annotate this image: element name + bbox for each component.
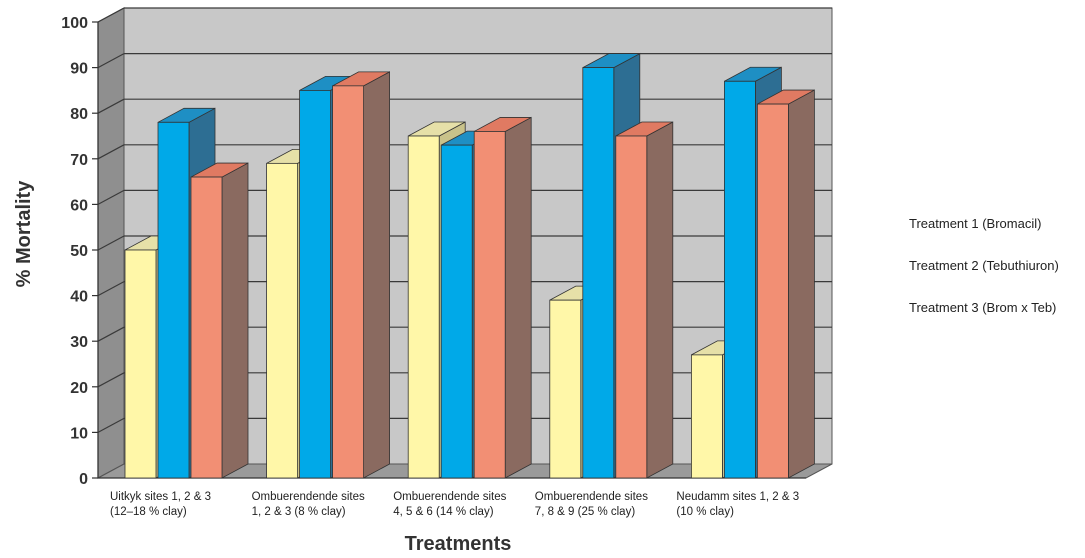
bar-front [190,176,223,479]
x-category-label-line: (12–18 % clay) [110,506,187,518]
bar [473,116,532,479]
bar-front [440,144,473,479]
bar-front [332,85,365,479]
y-tick-label: 70 [70,152,88,169]
y-tick-label: 30 [70,334,88,351]
gridline-side [97,326,125,342]
x-category-label-line: 4, 5 & 6 (14 % clay) [393,506,494,518]
x-category-label: Uitkyk sites 1, 2 & 3 (12–18 % clay) [110,491,211,518]
bar-front [299,90,332,479]
bars-group [124,52,815,479]
gridline-side [97,189,125,205]
gridline-side [97,281,125,297]
bar-group [407,116,532,479]
bar-group [549,52,674,479]
x-category-label: Ombuerendende sites 1, 2 & 3 (8 % clay) [252,491,365,518]
x-category-label-line: Ombuerendende sites [393,491,506,503]
bar-side [504,116,532,479]
x-category-label-line: (10 % clay) [676,506,734,518]
y-tick-label: 80 [70,106,88,123]
x-category-label-line: 7, 8 & 9 (25 % clay) [535,506,636,518]
gridline-side [97,372,125,388]
bar [615,121,674,479]
bar-front [757,103,789,479]
y-tick-label: 100 [61,15,88,32]
y-tick-label: 40 [70,289,88,306]
gridline-side [97,144,125,160]
y-tick-labels: 0 10 20 30 40 50 60 70 80 90 100 [61,15,88,488]
y-tick-label: 50 [70,243,88,260]
bar-front [549,299,582,479]
gridline-side [97,98,125,114]
bar-group [266,71,391,479]
bar-front [724,80,756,479]
y-axis-title: % Mortality [13,180,35,288]
bar-group [691,66,815,479]
x-category-label-line: Uitkyk sites 1, 2 & 3 [110,491,211,503]
y-tick-label: 0 [79,471,88,488]
bar-front [266,162,299,479]
x-category-label-line: Neudamm sites 1, 2 & 3 [676,491,799,503]
legend: Treatment 1 (Bromacil) Treatment 2 (Tebut… [909,216,1059,315]
y-tick-label: 10 [70,425,88,442]
bar-front [615,135,648,479]
bar-front [407,135,440,479]
y-tick-label: 20 [70,380,88,397]
x-category-label-line: 1, 2 & 3 (8 % clay) [252,506,346,518]
gridline-side [97,417,125,433]
x-category-label-line: Ombuerendende sites [535,491,648,503]
x-category-labels: Uitkyk sites 1, 2 & 3 (12–18 % clay) Ombue… [110,491,799,518]
y-tick-label: 90 [70,61,88,78]
x-axis-title: Treatments [405,533,512,555]
bar-side [646,121,674,479]
legend-entry: Treatment 3 (Brom x Teb) [909,300,1056,315]
x-category-label-line: Ombuerendende sites [252,491,365,503]
bar-front [157,121,190,479]
bar-side [221,162,249,479]
gridline-side [97,235,125,251]
bar [190,162,249,479]
x-category-label: Ombuerendende sites 4, 5 & 6 (14 % clay) [393,491,506,518]
bar-front [124,249,157,479]
bar [757,89,815,479]
x-category-label: Neudamm sites 1, 2 & 3 (10 % clay) [676,491,799,518]
bar [332,71,391,479]
bar-side [788,89,815,479]
legend-entry: Treatment 2 (Tebuthiuron) [909,258,1059,273]
bar-front [473,131,506,479]
bar-front [691,354,723,479]
bar-group [124,107,249,479]
legend-entry: Treatment 1 (Bromacil) [909,216,1041,231]
x-category-label: Ombuerendende sites 7, 8 & 9 (25 % clay) [535,491,648,518]
gridline-side [97,7,125,23]
bar-front [582,67,615,479]
bar-side [363,71,391,479]
gridline-side [97,53,125,69]
y-tick-label: 60 [70,197,88,214]
